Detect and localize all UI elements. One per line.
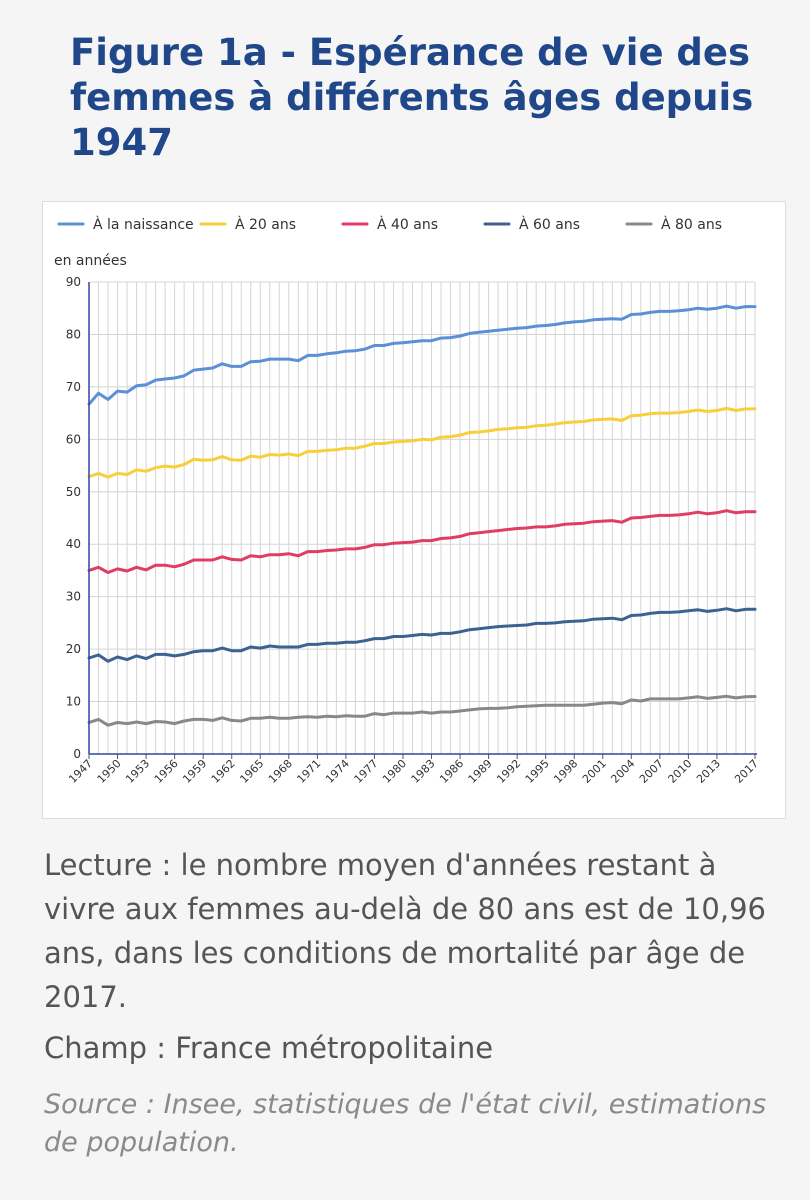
y-tick-label: 90 <box>66 275 81 289</box>
life-expectancy-line-chart: À la naissance À 20 ans À 40 ans À 60 ans À … <box>54 216 761 786</box>
series-line-3 <box>87 509 757 574</box>
x-tick-label: 1983 <box>409 757 438 786</box>
series-line-5 <box>87 694 757 727</box>
x-tick-label: 1992 <box>494 757 523 786</box>
x-tick-label: 1995 <box>523 757 552 786</box>
series-line-2 <box>87 406 757 479</box>
reading-note: Lecture : le nombre moyen d'années resta… <box>44 848 766 1014</box>
x-tick-label: 1950 <box>95 757 124 786</box>
x-tick-label: 2007 <box>637 757 666 786</box>
series-line-1 <box>87 304 757 406</box>
y-tick-label: 30 <box>66 590 81 604</box>
y-axis-label: en années <box>54 253 127 269</box>
x-tick-label: 1989 <box>466 757 495 786</box>
source-note: Source : Insee, statistiques de l'état c… <box>44 1089 767 1158</box>
legend-label-2: À 20 ans <box>235 216 296 233</box>
x-tick-label: 2004 <box>608 757 637 786</box>
legend-label-1: À la naissance <box>93 216 194 233</box>
legend-label-4: À 60 ans <box>519 216 580 233</box>
x-tick-label: 2017 <box>732 757 761 786</box>
x-tick-label: 1953 <box>123 757 152 786</box>
chart-container: À la naissance À 20 ans À 40 ans À 60 ans À … <box>42 201 786 819</box>
y-tick-label: 60 <box>66 432 81 446</box>
y-tick-label: 20 <box>66 642 81 656</box>
x-tick-label: 1986 <box>437 757 466 786</box>
x-tick-label: 1965 <box>237 757 266 786</box>
x-axis-ticks: 1947 1950 1953 1956 1959 1962 1965 1968 1971 1974… <box>66 754 761 786</box>
x-tick-label: 1980 <box>380 757 409 786</box>
gridlines <box>89 281 756 755</box>
y-tick-label: 50 <box>66 485 81 499</box>
legend: À la naissance À 20 ans À 40 ans À 60 ans À … <box>57 216 722 233</box>
x-tick-label: 1962 <box>209 757 238 786</box>
y-tick-label: 80 <box>66 327 81 341</box>
x-tick-label: 1998 <box>551 757 580 786</box>
y-tick-label: 70 <box>66 380 81 394</box>
x-tick-label: 1971 <box>294 757 323 786</box>
x-tick-label: 1968 <box>266 757 295 786</box>
series-line-4 <box>87 607 757 663</box>
y-tick-label: 40 <box>66 537 81 551</box>
field-note: Champ : France métropolitaine <box>44 1031 494 1065</box>
x-tick-label: 1947 <box>66 757 95 786</box>
series-lines <box>87 304 757 727</box>
legend-label-5: À 80 ans <box>661 216 722 233</box>
x-tick-label: 1959 <box>180 757 209 786</box>
figure-title: Figure 1a - Espérance de vie des femmes … <box>70 31 754 164</box>
x-tick-label: 2013 <box>694 757 723 786</box>
y-tick-label: 10 <box>66 695 81 709</box>
x-tick-label: 2010 <box>666 757 695 786</box>
y-tick-label: 0 <box>73 747 81 761</box>
x-tick-label: 2001 <box>580 757 609 786</box>
x-tick-label: 1974 <box>323 757 352 786</box>
x-tick-label: 1977 <box>352 757 381 786</box>
x-tick-label: 1956 <box>152 757 181 786</box>
y-axis-ticks: 0 10 20 30 40 50 60 70 80 90 <box>66 275 81 761</box>
legend-label-3: À 40 ans <box>377 216 438 233</box>
